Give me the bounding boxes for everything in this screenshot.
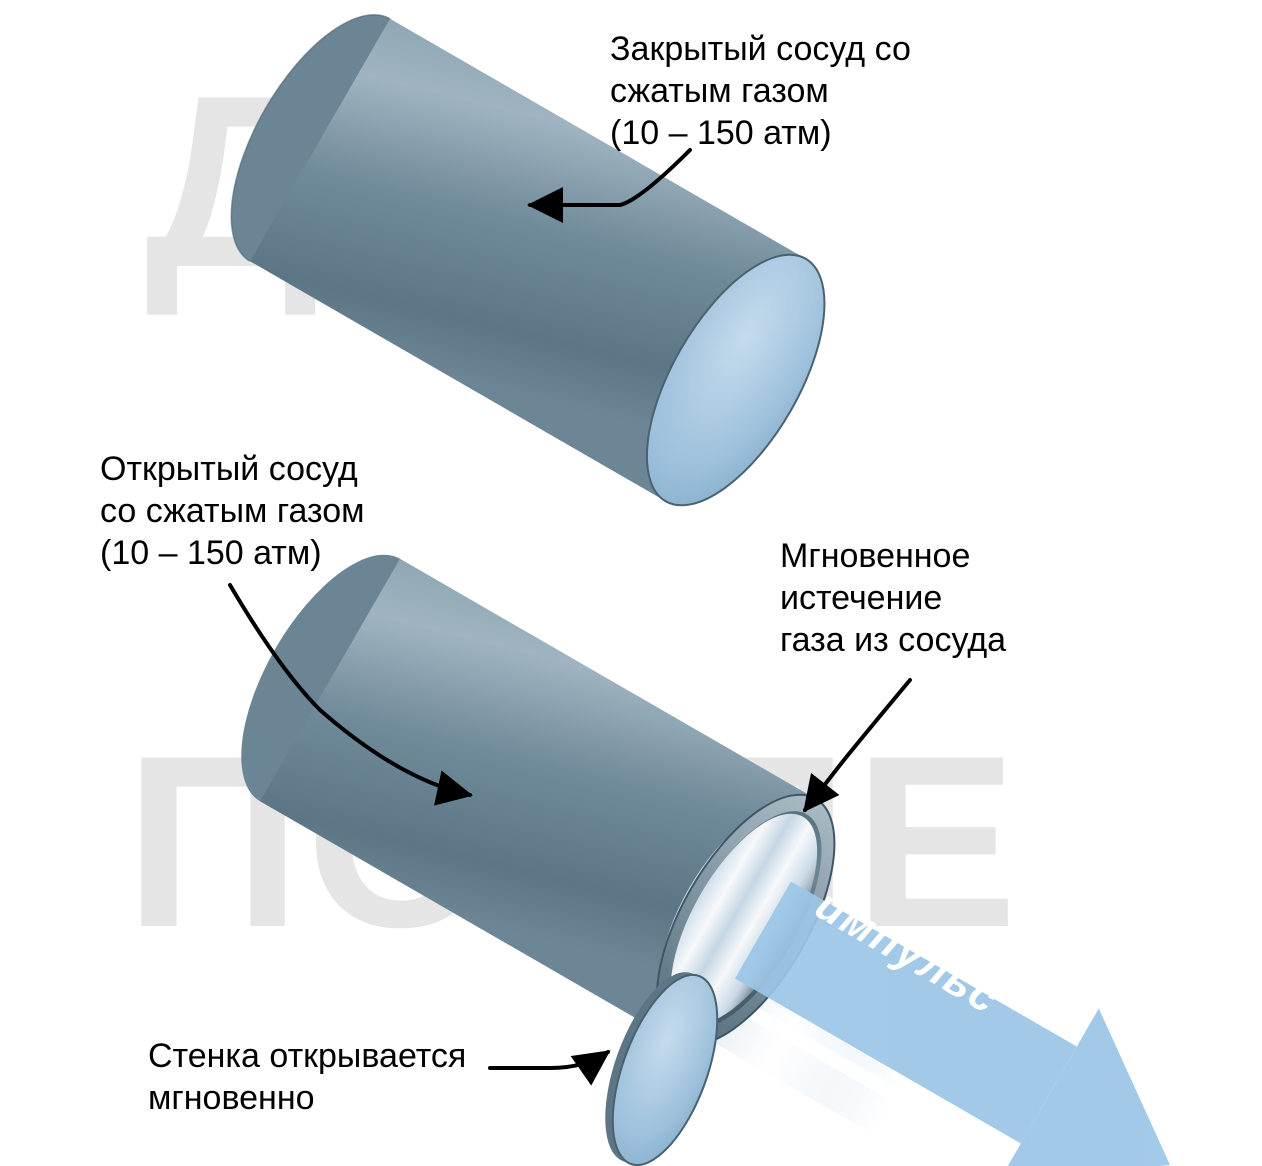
pointer-closed: [530, 150, 690, 205]
label-outflow: Мгновенное истечение газа из сосуда: [780, 535, 1006, 661]
label-closed-vessel: Закрытый сосуд со сжатым газом (10 – 150…: [610, 28, 911, 154]
label-impulse: импульс: [807, 880, 1008, 1025]
diagram-svg: [0, 0, 1262, 1166]
fallen-cap: [584, 959, 739, 1166]
watermark-before: ДО: [145, 40, 520, 322]
pointer-wall: [490, 1052, 608, 1068]
label-wall: Стенка открывается мгновенно: [148, 1035, 466, 1119]
label-open-vessel: Открытый сосуд со сжатым газом (10 – 150…: [100, 448, 365, 574]
pointer-open: [230, 585, 470, 795]
diagram-stage: ДО ПОСЛЕ: [0, 0, 1262, 1166]
pointer-outflow: [805, 680, 910, 810]
